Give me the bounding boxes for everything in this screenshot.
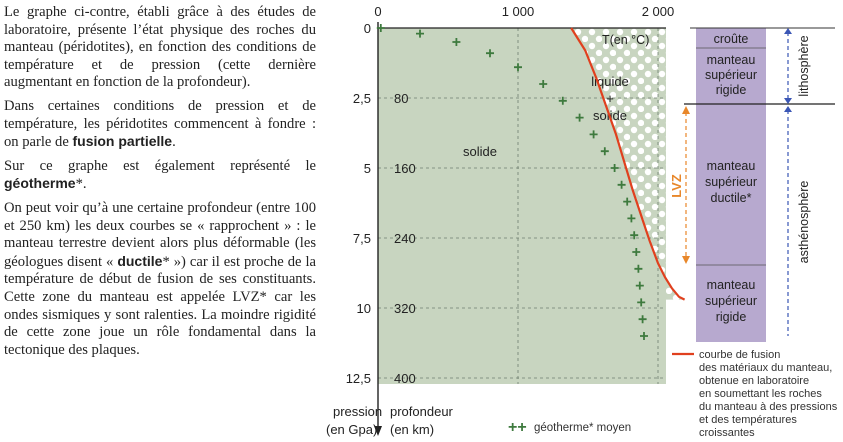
legend-melt-line7: croissantes xyxy=(699,427,755,439)
geotherm-point xyxy=(638,315,647,324)
geotherm-point xyxy=(416,29,424,38)
pressure-tick-2: 5 xyxy=(364,161,371,176)
geotherm-point xyxy=(630,231,639,240)
legend-melt-line6: et des températures xyxy=(699,414,797,426)
depth-axis-unit: (en km) xyxy=(390,422,434,437)
depth-tick-1: 160 xyxy=(394,161,416,176)
geotherm-point xyxy=(452,38,461,46)
geotherm-point xyxy=(376,24,385,32)
lower-rigid-line3: rigide xyxy=(716,310,747,324)
geotherm-point xyxy=(617,180,626,189)
lower-rigid-line1: manteau xyxy=(707,278,756,292)
upper-rigid-line2: supérieur xyxy=(705,68,757,82)
depth-tick-2: 240 xyxy=(394,231,416,246)
geotherm-point xyxy=(627,214,636,223)
term-fusion-partielle: fusion partielle xyxy=(72,133,173,150)
geotherm-point xyxy=(589,130,598,139)
lower-rigid-line2: supérieur xyxy=(705,294,757,308)
legend-geotherm-label: géotherme* moyen xyxy=(534,422,631,434)
paragraph-4: On peut voir qu’à une certaine profondeu… xyxy=(4,199,316,358)
legend-melt-line4: en soumettant les roches xyxy=(699,388,822,400)
lithosphere-label: lithosphère xyxy=(797,35,811,96)
x-unit-label: T(en °C) xyxy=(602,33,649,47)
paragraph-2: Dans certaines conditions de pression et… xyxy=(4,97,316,151)
geotherm-point xyxy=(634,264,643,273)
legend-geotherm-swatch: ++ xyxy=(508,419,527,436)
pressure-axis-label: pression xyxy=(333,404,382,419)
geotherm-point xyxy=(575,113,584,122)
term-ductile: ductile xyxy=(117,252,163,269)
legend-melt-line2: des matériaux du manteau, xyxy=(699,362,832,374)
geotherm-point xyxy=(610,164,619,172)
x-tick-2: 2 000 xyxy=(642,4,675,19)
pressure-tick-5: 12,5 xyxy=(346,371,371,386)
paragraph-3: Sur ce graphe est également représenté l… xyxy=(4,157,316,193)
depth-tick-3: 320 xyxy=(394,301,416,316)
lvz-label: LVZ xyxy=(669,174,684,198)
upper-rigid-line3: rigide xyxy=(716,83,747,97)
liquid-label: liquide xyxy=(591,74,629,89)
lvz-arrow-bottom xyxy=(682,256,690,264)
ductile-line1: manteau xyxy=(707,159,756,173)
pressure-tick-4: 10 xyxy=(357,301,371,316)
lithosphere-arrow-top xyxy=(784,28,792,34)
lvz-arrow-top xyxy=(682,106,690,114)
depth-tick-4: 400 xyxy=(394,371,416,386)
geotherm-point xyxy=(558,96,567,105)
upper-rigid-line1: manteau xyxy=(707,53,756,67)
geotherm-point xyxy=(600,147,609,156)
lithosphere-arrow-bottom xyxy=(784,98,792,104)
geotherm-point xyxy=(514,63,522,72)
earth-column: croûte manteau supérieur rigide manteau … xyxy=(669,27,835,342)
mantle-column xyxy=(696,28,766,342)
legend-melt-line3: obtenue en laboratoire xyxy=(699,375,809,387)
legend-melt-line1: courbe de fusion xyxy=(699,349,780,361)
geotherm-point xyxy=(539,80,548,88)
ductile-line2: supérieur xyxy=(705,175,757,189)
asthenosphere-arrow-top xyxy=(784,106,792,112)
geotherm-point xyxy=(623,197,632,206)
pressure-axis-unit: (en Gpa) xyxy=(326,422,377,437)
y-axis-arrow xyxy=(374,426,382,436)
grid xyxy=(378,28,666,384)
legend-melt-line5: du manteau à des pressions xyxy=(699,401,838,413)
geotherm-point xyxy=(486,49,494,58)
term-geotherme: géotherme xyxy=(4,175,76,192)
solid-label: solide xyxy=(463,144,497,159)
asthenosphere-label: asthénosphère xyxy=(797,181,811,264)
paragraph-1: Le graphe ci-contre, établi grâce à des … xyxy=(4,4,316,91)
liquid-solid-region xyxy=(571,28,685,300)
pressure-tick-1: 2,5 xyxy=(353,91,371,106)
geotherm-curve xyxy=(376,24,648,340)
text-column: Le graphe ci-contre, établi grâce à des … xyxy=(4,4,316,365)
depth-tick-labels: 80 160 240 320 400 xyxy=(394,91,416,386)
x-tick-labels: 0 1 000 2 000 xyxy=(374,4,674,19)
crust-label: croûte xyxy=(714,32,749,46)
legend: courbe de fusion des matériaux du mantea… xyxy=(508,349,838,439)
pressure-tick-0: 0 xyxy=(364,21,371,36)
x-tick-1: 1 000 xyxy=(502,4,535,19)
geotherm-point xyxy=(635,281,644,290)
ductile-line3: ductile* xyxy=(711,191,752,205)
pressure-tick-labels: 0 2,5 5 7,5 10 12,5 xyxy=(346,21,371,386)
depth-tick-0: 80 xyxy=(394,91,408,106)
geotherm-point xyxy=(632,248,641,256)
melting-curve xyxy=(570,27,686,301)
plus-label: + xyxy=(606,91,614,106)
depth-axis-label: profondeur xyxy=(390,404,454,419)
pressure-tick-3: 7,5 xyxy=(353,231,371,246)
geotherm-point xyxy=(637,298,646,307)
x-tick-0: 0 xyxy=(374,4,381,19)
geotherm-point xyxy=(640,332,648,340)
phase-chart: 0 1 000 2 000 0 2,5 5 7,5 10 12,5 80 160 240 320 40… xyxy=(326,4,686,437)
